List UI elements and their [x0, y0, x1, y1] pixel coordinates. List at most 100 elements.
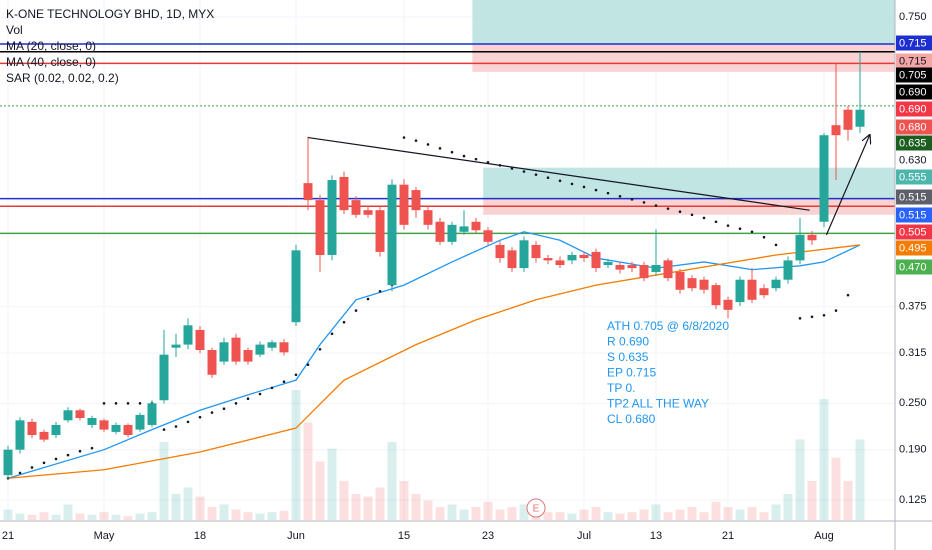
volume-bar — [687, 507, 697, 520]
candle-body — [147, 403, 157, 425]
sar-dot — [342, 320, 346, 324]
candle-body — [255, 344, 265, 355]
candle-body — [267, 342, 277, 348]
volume-bar — [831, 457, 841, 520]
earnings-label: E — [533, 504, 540, 515]
price-badge — [896, 207, 932, 223]
candle-body — [843, 109, 853, 130]
volume-bar — [423, 500, 433, 520]
sar-dot — [630, 198, 634, 201]
volume-bar — [771, 504, 781, 520]
candle-body — [171, 344, 181, 348]
price-badge — [896, 53, 932, 69]
candle-body — [327, 180, 337, 255]
candle-body — [99, 420, 109, 430]
candle-body — [3, 449, 13, 476]
volume-bar — [843, 481, 853, 520]
y-tick-label: 0.750 — [899, 11, 927, 23]
volume-bar — [363, 496, 373, 520]
sar-dot — [198, 415, 202, 419]
sar-dot — [78, 449, 82, 453]
price-badge — [896, 169, 932, 185]
candle-body — [807, 234, 817, 241]
x-tick-label: Aug — [814, 530, 834, 542]
candle-body — [819, 135, 829, 222]
volume-bar — [747, 507, 757, 520]
price-badge-label: 0.515 — [899, 209, 927, 221]
candle-body — [747, 279, 757, 300]
sar-dot — [234, 402, 238, 405]
price-badge — [896, 152, 932, 168]
sar-dot — [690, 213, 694, 217]
candle-body — [75, 410, 85, 419]
price-badge-label: 0.715 — [899, 55, 927, 67]
moving-average — [7, 231, 861, 479]
price-badge — [896, 224, 932, 240]
price-badge — [896, 119, 932, 135]
candle-body — [303, 183, 313, 201]
price-badge-label: 0.690 — [899, 103, 927, 115]
sar-dot — [750, 230, 754, 234]
sar-dot — [186, 420, 190, 424]
price-badge-label: 0.690 — [899, 86, 927, 98]
sar-dot — [474, 157, 478, 161]
sar-dot — [258, 392, 262, 396]
volume-bar — [483, 501, 493, 520]
candle-body — [627, 265, 637, 269]
volume-bar — [243, 512, 253, 520]
annotation: TP 0. — [607, 381, 635, 395]
price-badge-label: 0.555 — [899, 171, 927, 183]
sar-dot — [618, 194, 622, 198]
zone — [472, 44, 895, 72]
sar-dot — [546, 176, 550, 180]
candle-body — [495, 244, 505, 259]
volume-bar — [603, 512, 613, 520]
sar-dot — [738, 227, 742, 231]
price-badge-label: 0.715 — [899, 37, 927, 49]
sar-dot — [114, 402, 118, 405]
candle-body — [315, 200, 325, 255]
volume-bar — [375, 487, 385, 520]
volume-bar — [3, 509, 13, 520]
sar-dot — [66, 453, 70, 457]
trend-line — [307, 136, 810, 211]
y-tick-label: 0.375 — [899, 301, 927, 313]
volume-bar — [579, 509, 589, 520]
price-badge-label: 0.635 — [899, 137, 927, 149]
annotation: S 0.635 — [607, 350, 649, 364]
x-tick-label: 23 — [482, 530, 494, 542]
sar-dot — [666, 207, 670, 210]
candle-body — [291, 250, 301, 323]
volume-bar — [783, 494, 793, 520]
volume-bar — [387, 442, 397, 520]
volume-bar — [519, 504, 529, 520]
volume-bar — [351, 494, 361, 520]
candle-body — [339, 176, 349, 211]
volume-bar — [255, 513, 265, 520]
price-badge-label: 0.515 — [899, 191, 927, 203]
volume-bar — [627, 512, 637, 520]
candle-body — [135, 414, 145, 430]
x-tick-label: 13 — [650, 530, 662, 542]
candle-body — [711, 285, 721, 306]
volume-bar — [699, 512, 709, 520]
sar-dot — [378, 289, 382, 293]
volume-bar — [291, 390, 301, 520]
candle-body — [459, 226, 469, 232]
candle-body — [543, 258, 553, 261]
candle-body — [279, 342, 289, 353]
candle-body — [639, 265, 649, 279]
sar-dot — [174, 425, 178, 428]
price-badge — [896, 240, 932, 256]
volume-bar — [327, 448, 337, 520]
candle-body — [579, 254, 589, 259]
sar-dot — [510, 167, 514, 170]
candle-body — [63, 410, 73, 421]
sar-dot — [102, 402, 106, 405]
volume-bar — [315, 461, 325, 520]
candle-body — [123, 424, 133, 436]
candle-body — [207, 350, 217, 375]
sar-dot — [402, 136, 406, 139]
sar-dot — [426, 143, 430, 146]
